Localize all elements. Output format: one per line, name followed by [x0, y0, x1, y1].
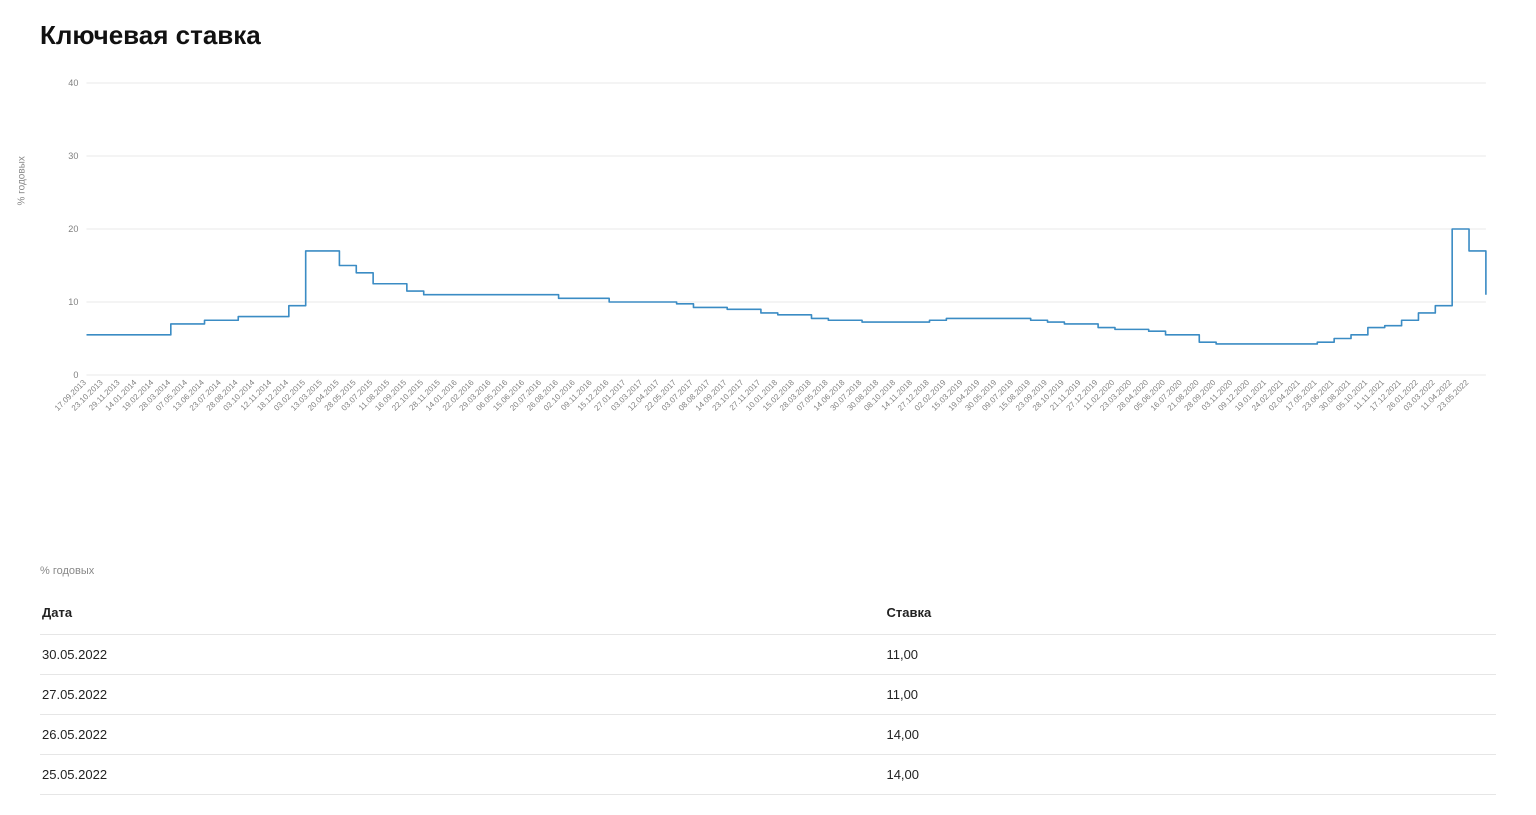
- svg-text:10: 10: [68, 297, 78, 307]
- key-rate-chart: % годовых 01020304017.09.201323.10.20132…: [40, 75, 1496, 445]
- table-col-date: Дата: [40, 595, 884, 635]
- table-row: 26.05.202214,00: [40, 715, 1496, 755]
- svg-text:30: 30: [68, 151, 78, 161]
- table-col-rate: Ставка: [884, 595, 1496, 635]
- table-row: 27.05.202211,00: [40, 675, 1496, 715]
- table-row: 25.05.202214,00: [40, 755, 1496, 795]
- chart-svg: 01020304017.09.201323.10.201329.11.20131…: [40, 75, 1496, 445]
- rate-table: Дата Ставка 30.05.202211,0027.05.202211,…: [40, 595, 1496, 795]
- table-cell-date: 25.05.2022: [40, 755, 884, 795]
- svg-text:20: 20: [68, 224, 78, 234]
- table-unit-label: % годовых: [40, 565, 1496, 577]
- table-cell-date: 26.05.2022: [40, 715, 884, 755]
- table-cell-rate: 11,00: [884, 675, 1496, 715]
- page-title: Ключевая ставка: [40, 20, 1496, 51]
- table-row: 30.05.202211,00: [40, 635, 1496, 675]
- svg-text:0: 0: [73, 370, 78, 380]
- table-cell-rate: 11,00: [884, 635, 1496, 675]
- table-cell-date: 27.05.2022: [40, 675, 884, 715]
- y-axis-label: % годовых: [17, 156, 28, 205]
- rate-table-section: % годовых Дата Ставка 30.05.202211,0027.…: [40, 565, 1496, 795]
- table-cell-date: 30.05.2022: [40, 635, 884, 675]
- table-cell-rate: 14,00: [884, 755, 1496, 795]
- table-cell-rate: 14,00: [884, 715, 1496, 755]
- svg-text:40: 40: [68, 78, 78, 88]
